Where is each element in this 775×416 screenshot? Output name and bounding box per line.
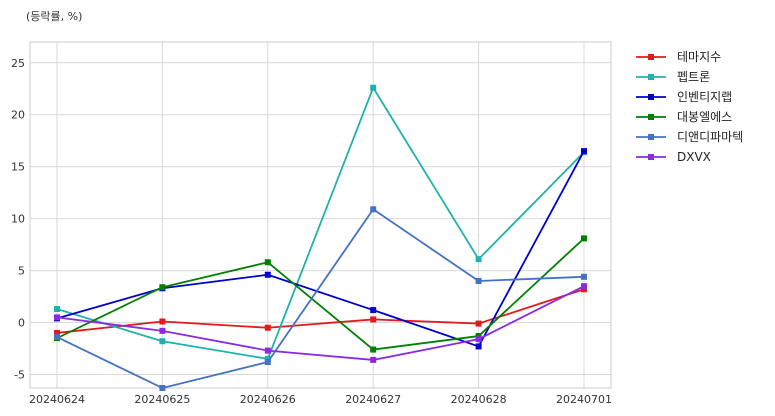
series-line: [56, 288, 585, 334]
unit-label: (등락률, %): [26, 10, 82, 23]
data-point: [475, 320, 482, 327]
data-point: [475, 343, 482, 350]
x-tick-label: 20240626: [240, 393, 296, 406]
data-point: [475, 336, 482, 343]
y-tick-label: -5: [14, 368, 25, 381]
x-tick-label: 20240625: [134, 393, 190, 406]
data-point: [264, 347, 271, 354]
legend-item: 디앤디파마텍: [636, 130, 743, 144]
data-point: [370, 356, 377, 363]
data-point: [581, 286, 587, 293]
series-6: [54, 283, 587, 363]
data-point: [475, 333, 482, 340]
data-point: [475, 277, 482, 284]
series-3: [54, 148, 587, 350]
y-tick-label: 10: [11, 213, 25, 226]
data-point: [475, 256, 482, 263]
legend-item: 펩트론: [636, 70, 710, 84]
data-point: [264, 324, 271, 331]
data-point: [581, 273, 587, 280]
legend-item: 인벤티지랩: [636, 90, 732, 104]
legend-item: DXVX: [636, 150, 711, 164]
data-point: [54, 329, 60, 336]
legend-item: 대봉엘에스: [636, 110, 732, 124]
legend-swatch-marker: [648, 54, 654, 60]
data-point: [54, 334, 60, 341]
x-tick-label: 20240701: [556, 393, 612, 406]
y-tick-label: 25: [11, 57, 25, 70]
y-tick-label: 20: [11, 109, 25, 122]
series-line: [56, 86, 585, 360]
data-point: [264, 259, 271, 266]
axes: -5 0 5 10 15 20 25 20240624 20240625 20240626 2024…: [11, 41, 612, 406]
data-point: [159, 338, 166, 345]
legend-label: DXVX: [677, 150, 711, 164]
data-point: [264, 271, 271, 278]
data-point: [159, 327, 166, 334]
y-tick-label: 5: [18, 265, 25, 278]
legend-label: 테마지수: [677, 50, 721, 64]
plot-frame: [29, 41, 612, 389]
legend-label: 대봉엘에스: [677, 110, 732, 124]
series-line: [56, 237, 585, 351]
data-point: [54, 306, 60, 313]
legend-swatch-marker: [648, 134, 654, 140]
series-1: [54, 286, 587, 336]
series-layer: [54, 84, 587, 391]
data-point: [54, 314, 60, 321]
x-tick-label: 20240627: [345, 393, 401, 406]
data-point: [264, 359, 271, 366]
data-point: [370, 346, 377, 353]
data-point: [581, 235, 587, 242]
data-point: [159, 318, 166, 325]
legend-swatch-marker: [648, 154, 654, 160]
data-point: [159, 284, 166, 291]
data-point: [370, 307, 377, 314]
data-point: [370, 206, 377, 213]
legend-label: 인벤티지랩: [677, 90, 732, 104]
legend-label: 디앤디파마텍: [677, 130, 743, 144]
legend-swatch-marker: [648, 74, 654, 80]
data-point: [581, 148, 587, 155]
y-tick-label: 15: [11, 161, 25, 174]
data-point: [370, 316, 377, 323]
grid: [30, 42, 611, 388]
legend-item: 테마지수: [636, 50, 721, 64]
series-line: [56, 285, 585, 361]
legend-swatch-marker: [648, 94, 654, 100]
series-5: [54, 206, 587, 391]
series-line: [56, 208, 585, 389]
legend-swatch-marker: [648, 114, 654, 120]
data-point: [581, 283, 587, 290]
data-point: [159, 385, 166, 391]
legend-label: 펩트론: [677, 70, 710, 84]
x-tick-label: 20240624: [29, 393, 85, 406]
x-tick-label: 20240628: [451, 393, 507, 406]
series-2: [54, 84, 587, 362]
data-point: [264, 355, 271, 362]
series-line: [56, 150, 585, 348]
y-tick-label: 0: [18, 317, 25, 330]
data-point: [370, 84, 377, 91]
